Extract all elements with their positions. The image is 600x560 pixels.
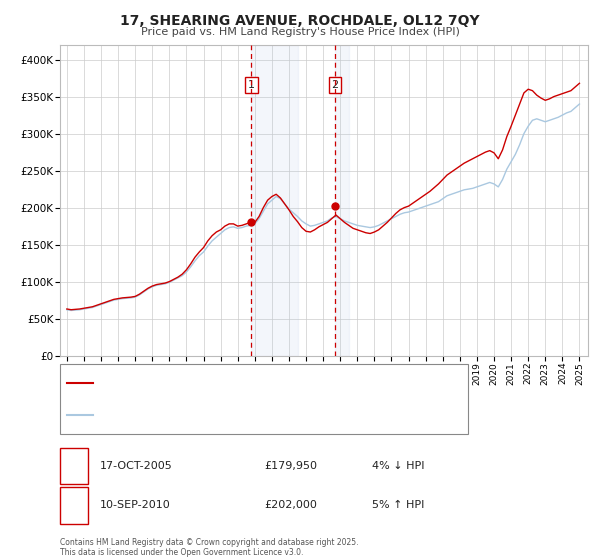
Text: Contains HM Land Registry data © Crown copyright and database right 2025.
This d: Contains HM Land Registry data © Crown c…: [60, 538, 359, 557]
Text: 17, SHEARING AVENUE, ROCHDALE, OL12 7QY: 17, SHEARING AVENUE, ROCHDALE, OL12 7QY: [120, 14, 480, 28]
Text: 2: 2: [332, 80, 338, 90]
Text: £179,950: £179,950: [264, 461, 317, 471]
Text: 17-OCT-2005: 17-OCT-2005: [100, 461, 173, 471]
Text: 17, SHEARING AVENUE, ROCHDALE, OL12 7QY (detached house): 17, SHEARING AVENUE, ROCHDALE, OL12 7QY …: [97, 378, 413, 388]
Bar: [251, 45, 298, 356]
Text: 1: 1: [248, 80, 255, 90]
Text: 2: 2: [71, 501, 77, 510]
Text: £202,000: £202,000: [264, 501, 317, 510]
Text: 5% ↑ HPI: 5% ↑ HPI: [372, 501, 424, 510]
Text: 4% ↓ HPI: 4% ↓ HPI: [372, 461, 425, 471]
Text: 10-SEP-2010: 10-SEP-2010: [100, 501, 171, 510]
Text: Price paid vs. HM Land Registry's House Price Index (HPI): Price paid vs. HM Land Registry's House …: [140, 27, 460, 37]
Text: 1: 1: [71, 461, 77, 471]
Text: HPI: Average price, detached house, Rochdale: HPI: Average price, detached house, Roch…: [97, 410, 323, 420]
Bar: [335, 45, 349, 356]
